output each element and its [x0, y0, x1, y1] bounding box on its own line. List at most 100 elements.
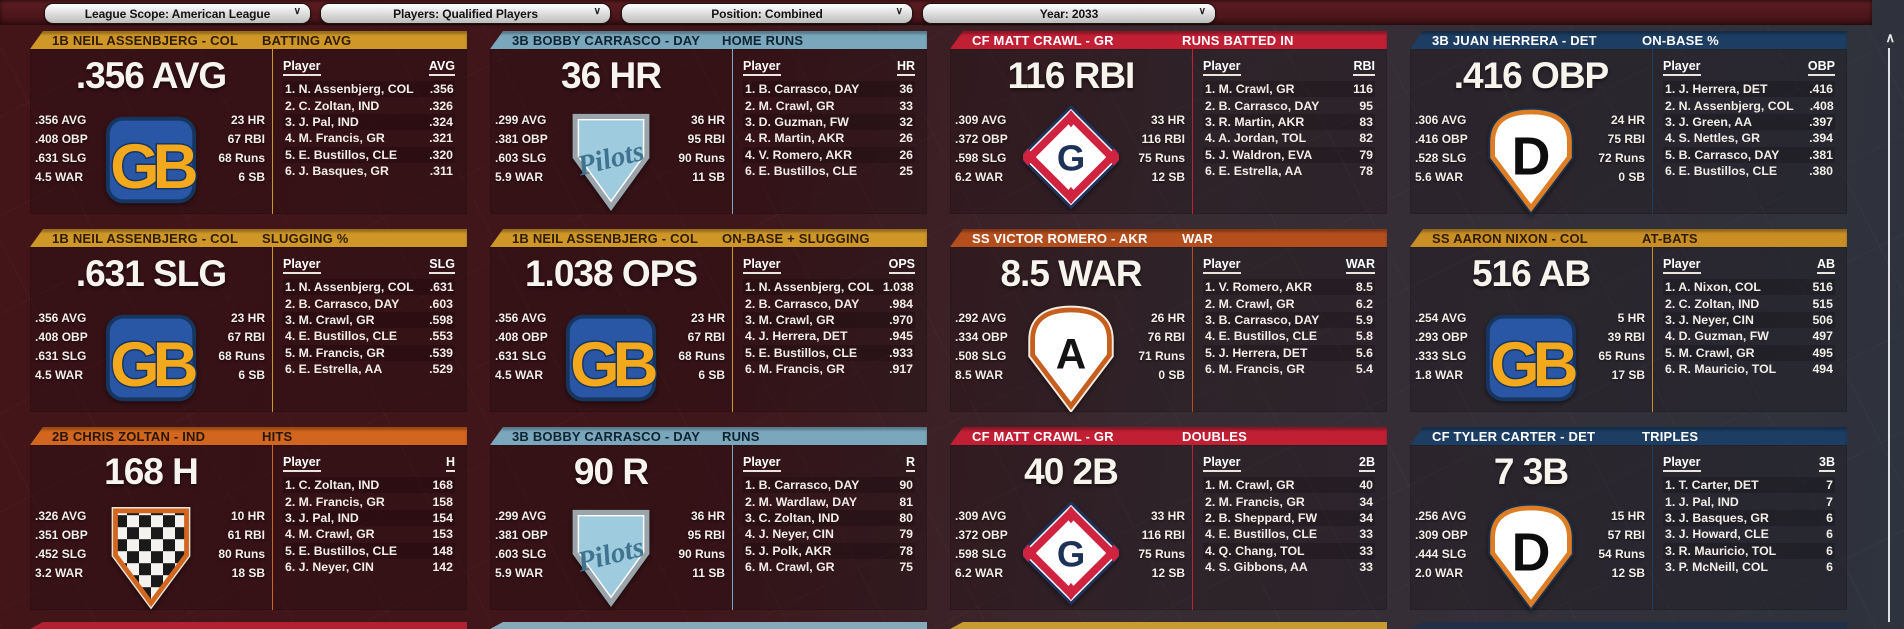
stat-panel[interactable]: CF MATT CRAWL - GR RUNS BATTED IN 116 RB…	[950, 31, 1387, 214]
leaderboard-row[interactable]: 3. B. Carrasco, DAY 5.9	[1203, 311, 1375, 329]
player-name: 2. M. Crawl, GR	[1205, 296, 1295, 311]
leaderboard-row[interactable]: 3. J. Pal, IND 154	[283, 509, 455, 527]
position-filter-dropdown[interactable]: Position: Combined ∨	[621, 3, 913, 24]
stat-panel[interactable]: 1B NEIL ASSENBJERG - COL SLUGGING % .631…	[30, 229, 467, 412]
leaderboard-row[interactable]: 3. C. Zoltan, IND 80	[743, 509, 915, 527]
leaderboard-row[interactable]: 3. J. Pal, IND .324	[283, 113, 455, 131]
leaderboard-row[interactable]: 5. M. Francis, GR .539	[283, 344, 455, 361]
leaderboard-row[interactable]: 5. E. Bustillos, CLE 148	[283, 542, 455, 559]
leaderboard-row[interactable]: 5. J. Polk, AKR 78	[743, 542, 915, 559]
scrollbar-thumb[interactable]	[1888, 48, 1890, 622]
leaderboard-row[interactable]: 4. E. Bustillos, CLE 5.8	[1203, 328, 1375, 344]
leaderboard-row[interactable]: 3. R. Mauricio, TOL 6	[1663, 542, 1835, 559]
leaderboard-row[interactable]: 4. M. Crawl, GR 153	[283, 526, 455, 542]
leaderboard-row[interactable]: 6. M. Francis, GR .917	[743, 361, 915, 377]
stat-panel[interactable]: 1B NEIL ASSENBJERG - COL BATTING AVG .35…	[30, 31, 467, 214]
stat-line: .528 SLG	[1415, 151, 1467, 165]
leaderboard-row[interactable]: 2. M. Wardlaw, DAY 81	[743, 493, 915, 509]
leaderboard-row[interactable]: 1. B. Carrasco, DAY 36	[743, 81, 915, 98]
leaderboard-row[interactable]: 5. M. Crawl, GR 495	[1663, 344, 1835, 361]
leaderboard-row[interactable]: 5. E. Bustillos, CLE .320	[283, 146, 455, 163]
leaderboard-row[interactable]: 2. C. Zoltan, IND 515	[1663, 295, 1835, 311]
leader-player-title: 2B CHRIS ZOLTAN - IND	[52, 429, 206, 444]
leaderboard-row[interactable]: 3. J. Howard, CLE 6	[1663, 526, 1835, 542]
leaderboard-row[interactable]: 6. M. Crawl, GR 75	[743, 559, 915, 575]
year-dropdown[interactable]: Year: 2033 ∨	[922, 3, 1216, 24]
leaderboard-row[interactable]: 2. B. Sheppard, FW 34	[1203, 509, 1375, 527]
leaderboard-row[interactable]: 6. E. Estrella, AA .529	[283, 361, 455, 377]
leaderboard-row[interactable]: 4. M. Francis, GR .321	[283, 130, 455, 146]
stat-panel[interactable]: CF TYLER CARTER - DET TRIPLES 7 3B .256 …	[1410, 427, 1847, 610]
leaderboard-row[interactable]: 4. J. Neyer, CIN 79	[743, 526, 915, 542]
leaderboard-row[interactable]: 6. E. Bustillos, CLE .380	[1663, 163, 1835, 179]
stat-panel[interactable]: 3B BOBBY CARRASCO - DAY RUNS 90 R .299 A…	[490, 427, 927, 610]
leaderboard-row[interactable]: 2. C. Zoltan, IND .326	[283, 97, 455, 113]
leaderboard-row[interactable]: 6. E. Estrella, AA 78	[1203, 163, 1375, 179]
leaderboard-row[interactable]: 2. M. Francis, GR 34	[1203, 493, 1375, 509]
leaderboard-row[interactable]: 4. S. Nettles, GR .394	[1663, 130, 1835, 146]
stat-panel[interactable]: SS AARON NIXON - COL AT-BATS 516 AB .254…	[1410, 229, 1847, 412]
leaderboard-row[interactable]: 1. N. Assenbjerg, COL .631	[283, 279, 455, 296]
leaderboard-row[interactable]: 3. D. Guzman, FW 32	[743, 113, 915, 131]
leaderboard-row[interactable]: 5. J. Waldron, EVA 79	[1203, 146, 1375, 163]
stat-column-header: 3B	[1819, 455, 1835, 472]
leaderboard-row[interactable]: 2. M. Crawl, GR 33	[743, 97, 915, 113]
players-filter-dropdown[interactable]: Players: Qualified Players ∨	[320, 3, 611, 24]
leaderboard-row[interactable]: 5. J. Herrera, DET 5.6	[1203, 344, 1375, 361]
leaderboard-row[interactable]: 2. B. Carrasco, DAY .603	[283, 295, 455, 311]
scroll-up-icon[interactable]: ∧	[1885, 30, 1895, 45]
leaderboard-row[interactable]: 3. J. Green, AA .397	[1663, 113, 1835, 131]
leaderboard-row[interactable]: 1. J. Herrera, DET .416	[1663, 81, 1835, 98]
leaderboard-row[interactable]: 3. M. Crawl, GR .970	[743, 311, 915, 329]
leaderboard-row[interactable]: 6. E. Bustillos, CLE 25	[743, 163, 915, 179]
leaderboard-row[interactable]: 1. M. Crawl, GR 116	[1203, 81, 1375, 98]
leaderboard-row[interactable]: 3. M. Crawl, GR .598	[283, 311, 455, 329]
leaderboard-row[interactable]: 4. S. Gibbons, AA 33	[1203, 559, 1375, 575]
leaderboard-row[interactable]: 1. V. Romero, AKR 8.5	[1203, 279, 1375, 296]
stat-panel[interactable]: 1B NEIL ASSENBJERG - COL ON-BASE + SLUGG…	[490, 229, 927, 412]
leaderboard-row[interactable]: 1. C. Zoltan, IND 168	[283, 477, 455, 494]
leaderboard-row[interactable]: 4. J. Herrera, DET .945	[743, 328, 915, 344]
stat-panel[interactable]: SS VICTOR ROMERO - AKR WAR 8.5 WAR .292 …	[950, 229, 1387, 412]
leaderboard-row[interactable]: 1. M. Crawl, GR 40	[1203, 477, 1375, 494]
leaderboard-row[interactable]: 6. J. Basques, GR .311	[283, 163, 455, 179]
stat-panel[interactable]: 3B JUAN HERRERA - DET ON-BASE % .416 OBP…	[1410, 31, 1847, 214]
leaderboard-row[interactable]: 3. J. Basques, GR 6	[1663, 509, 1835, 527]
leaderboard-row[interactable]: 2. B. Carrasco, DAY .984	[743, 295, 915, 311]
leaderboard-row[interactable]: 1. N. Assenbjerg, COL 1.038	[743, 279, 915, 296]
leaderboard-row[interactable]: 3. P. McNeill, COL 6	[1663, 559, 1835, 575]
leaderboard-row[interactable]: 3. R. Martin, AKR 83	[1203, 113, 1375, 131]
leaderboard-row[interactable]: 6. M. Francis, GR 5.4	[1203, 361, 1375, 377]
leaderboard-row[interactable]: 6. R. Mauricio, TOL 494	[1663, 361, 1835, 377]
leaderboard-row[interactable]: 4. A. Jordan, TOL 82	[1203, 130, 1375, 146]
leaderboard-row[interactable]: 4. E. Bustillos, CLE 33	[1203, 526, 1375, 542]
panel-body: .356 AVG .356 AVG .408 OBP .631 SLG 4.5 WAR…	[30, 49, 467, 214]
stat-panel[interactable]: 3B BOBBY CARRASCO - DAY HOME RUNS 36 HR …	[490, 31, 927, 214]
stat-line: 39 RBI	[1607, 330, 1645, 344]
leaderboard-row[interactable]: 6. J. Neyer, CIN 142	[283, 559, 455, 575]
panel-body: 516 AB .254 AVG .293 OBP .333 SLG 1.8 WAR 5…	[1410, 247, 1847, 412]
leaderboard-row[interactable]: 2. B. Carrasco, DAY 95	[1203, 97, 1375, 113]
leaderboard-row[interactable]: 1. A. Nixon, COL 516	[1663, 279, 1835, 296]
leaderboard-row[interactable]: 4. D. Guzman, FW 497	[1663, 328, 1835, 344]
leaderboard-row[interactable]: 2. M. Francis, GR 158	[283, 493, 455, 509]
leaderboard-row[interactable]: 4. R. Martin, AKR 26	[743, 130, 915, 146]
leaderboard-row[interactable]: 4. E. Bustillos, CLE .553	[283, 328, 455, 344]
stat-panel[interactable]: 2B CHRIS ZOLTAN - IND HITS 168 H .326 AV…	[30, 427, 467, 610]
leaderboard-row[interactable]: 1. J. Pal, IND 7	[1663, 493, 1835, 509]
leaderboard-row[interactable]: 3. J. Neyer, CIN 506	[1663, 311, 1835, 329]
panel-header: SS VICTOR ROMERO - AKR WAR	[950, 229, 1387, 247]
leaderboard-row[interactable]: 4. V. Romero, AKR 26	[743, 146, 915, 163]
leaderboard-row[interactable]: 1. B. Carrasco, DAY 90	[743, 477, 915, 494]
stat-line: 23 HR	[230, 311, 265, 325]
league-scope-dropdown[interactable]: League Scope: American League ∨	[44, 3, 311, 24]
leaderboard-row[interactable]: 5. B. Carrasco, DAY .381	[1663, 146, 1835, 163]
leaderboard-row[interactable]: 4. Q. Chang, TOL 33	[1203, 542, 1375, 559]
leaderboard-row[interactable]: 2. M. Crawl, GR 6.2	[1203, 295, 1375, 311]
leaderboard-row[interactable]: 2. N. Assenbjerg, COL .408	[1663, 97, 1835, 113]
leaderboard-row[interactable]: 1. N. Assenbjerg, COL .356	[283, 81, 455, 98]
leaderboard-row[interactable]: 5. E. Bustillos, CLE .933	[743, 344, 915, 361]
leaderboard-row[interactable]: 1. T. Carter, DET 7	[1663, 477, 1835, 494]
stat-panel[interactable]: CF MATT CRAWL - GR DOUBLES 40 2B .309 AV…	[950, 427, 1387, 610]
stat-column-header: OPS	[888, 257, 915, 274]
